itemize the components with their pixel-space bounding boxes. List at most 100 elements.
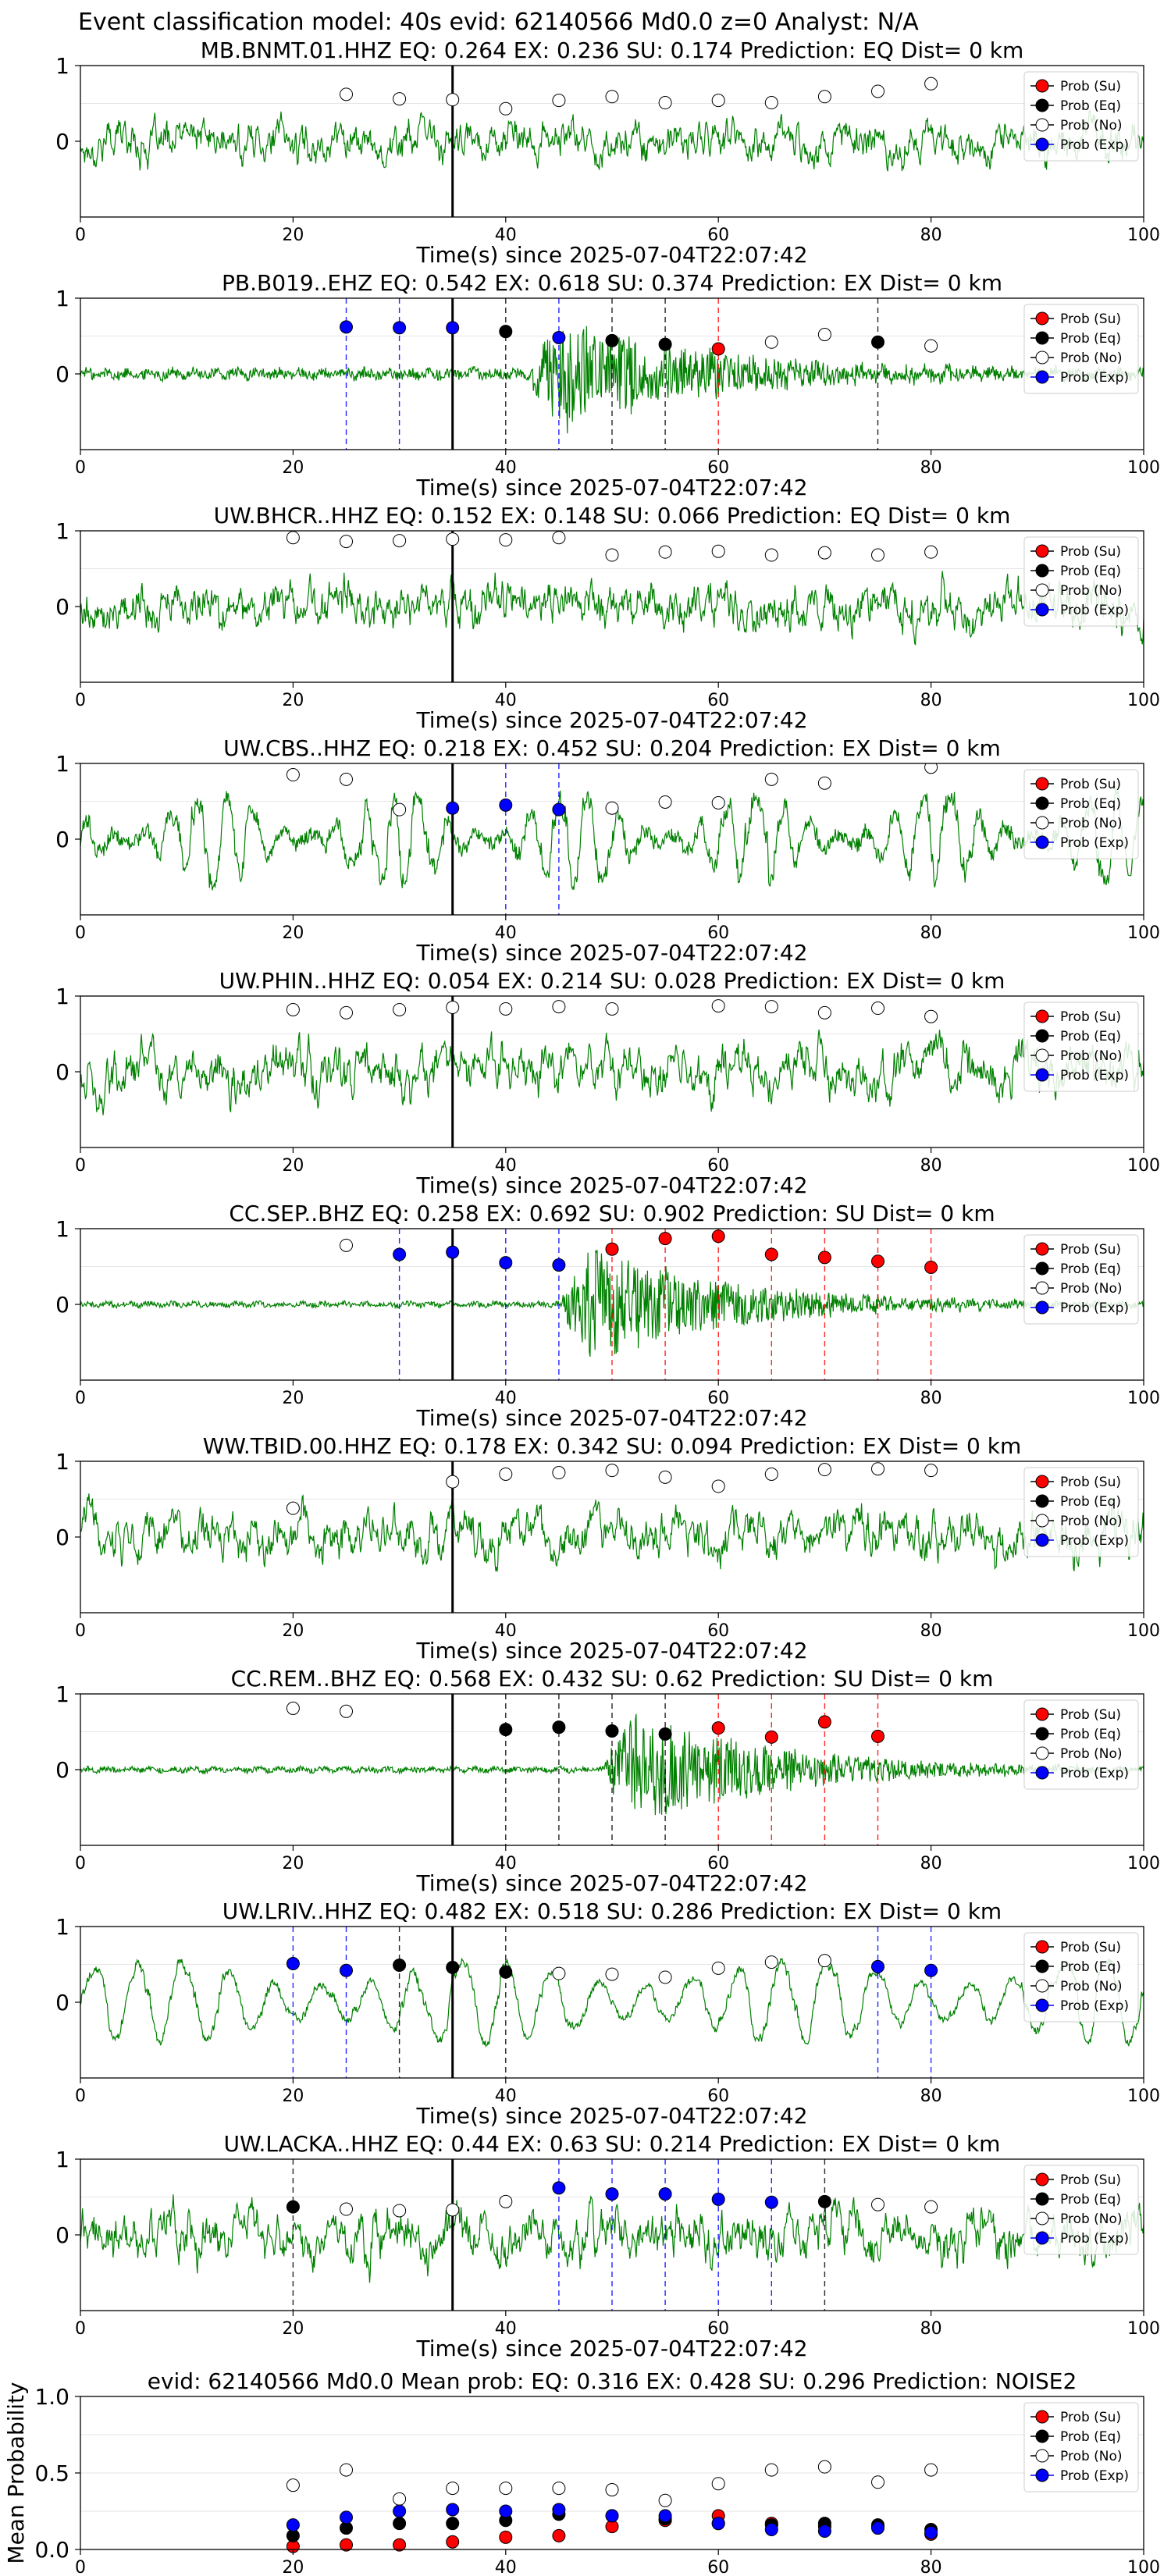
legend-label: Prob (Eq) xyxy=(1060,331,1121,347)
prob-point xyxy=(764,1000,778,1014)
legend-item: Prob (Exp) xyxy=(1030,370,1129,386)
prob-point xyxy=(871,1462,884,1476)
waveform-trace xyxy=(80,1249,1144,1357)
x-axis-label: Time(s) since 2025-07-04T22:07:42 xyxy=(415,1638,807,1663)
legend: Prob (Su) Prob (Eq) Prob (No) Prob (Exp) xyxy=(1023,536,1139,627)
prob-point xyxy=(446,1001,460,1015)
y-tick-label: 1 xyxy=(55,1449,69,1475)
y-tick-label: 0 xyxy=(55,1990,69,2016)
station-panel: UW.LRIV..HHZ EQ: 0.482 EX: 0.518 SU: 0.2… xyxy=(55,1898,1160,2129)
legend-label: Prob (Su) xyxy=(1060,1707,1121,1723)
x-tick-label: 40 xyxy=(495,1389,517,1408)
legend-label: Prob (No) xyxy=(1060,583,1123,599)
y-tick-label: 0 xyxy=(55,2222,69,2248)
x-tick-label: 80 xyxy=(920,1854,942,1873)
legend-label: Prob (Su) xyxy=(1060,2410,1121,2425)
prob-point xyxy=(393,1002,407,1016)
mean-prob-point xyxy=(340,2510,353,2524)
y-tick-label: 0.5 xyxy=(34,2460,69,2486)
prob-point xyxy=(711,795,725,809)
prob-point xyxy=(446,321,460,335)
prob-point xyxy=(658,1470,672,1484)
legend-item: Prob (Eq) xyxy=(1030,564,1121,579)
legend-marker xyxy=(1035,1998,1049,2012)
station-panel: CC.SEP..BHZ EQ: 0.258 EX: 0.692 SU: 0.90… xyxy=(55,1201,1160,1431)
y-tick-label: 0 xyxy=(55,1757,69,1783)
prob-point xyxy=(924,763,938,774)
x-tick-label: 80 xyxy=(920,2319,942,2339)
legend-item: Prob (Su) xyxy=(1030,311,1121,327)
panel-title: UW.LACKA..HHZ EQ: 0.44 EX: 0.63 SU: 0.21… xyxy=(224,2131,1001,2157)
legend-item: Prob (Eq) xyxy=(1030,98,1121,114)
plot-area xyxy=(80,298,1144,450)
x-tick-label: 20 xyxy=(282,226,304,245)
mean-prob-point xyxy=(552,2503,566,2517)
x-tick-label: 60 xyxy=(707,226,729,245)
mean-prob-point xyxy=(605,2509,619,2523)
prob-point xyxy=(446,1960,460,1974)
legend: Prob (Su) Prob (Eq) Prob (No) Prob (Exp) xyxy=(1023,769,1139,859)
x-tick-label: 40 xyxy=(495,691,517,710)
legend-label: Prob (No) xyxy=(1060,1281,1123,1297)
y-tick-label: 1 xyxy=(55,984,69,1009)
legend-marker xyxy=(1035,1009,1049,1023)
legend-label: Prob (Exp) xyxy=(1060,1068,1129,1083)
prob-point xyxy=(499,101,513,116)
plot-area xyxy=(80,1229,1144,1380)
mean-prob-point xyxy=(499,2504,513,2518)
legend-marker xyxy=(1035,79,1049,93)
prob-point xyxy=(499,2194,513,2208)
waveform-trace xyxy=(80,1957,1144,2048)
legend: Prob (Su) Prob (Eq) Prob (No) Prob (Exp) xyxy=(1023,1002,1139,1092)
x-tick-label: 80 xyxy=(920,1621,942,1641)
prob-point xyxy=(605,548,619,562)
axes-frame xyxy=(80,995,1144,1148)
prob-point xyxy=(393,321,407,335)
legend-item: Prob (Su) xyxy=(1030,1009,1121,1025)
prob-point xyxy=(658,2187,672,2201)
legend-marker xyxy=(1035,1242,1049,1256)
station-panel: UW.CBS..HHZ EQ: 0.218 EX: 0.452 SU: 0.20… xyxy=(55,735,1160,966)
mean-prob-point xyxy=(499,2482,513,2496)
legend-label: Prob (Eq) xyxy=(1060,1261,1121,1277)
legend-label: Prob (Eq) xyxy=(1060,1029,1121,1044)
legend-marker xyxy=(1035,118,1049,132)
summary-panel: evid: 62140566 Md0.0 Mean prob: EQ: 0.31… xyxy=(3,2368,1160,2576)
legend-box xyxy=(1023,2165,1139,2255)
mean-prob-point xyxy=(711,2517,725,2531)
mean-prob-point xyxy=(393,2517,407,2531)
mean-prob-point xyxy=(605,2483,619,2497)
prob-point xyxy=(817,1715,831,1729)
prob-point xyxy=(711,544,725,558)
panel-title: CC.SEP..BHZ EQ: 0.258 EX: 0.692 SU: 0.90… xyxy=(229,1201,995,1226)
x-axis-label: Time(s) since 2025-07-04T22:07:42 xyxy=(415,1870,807,1896)
prob-point xyxy=(499,325,513,339)
legend-marker xyxy=(1035,98,1049,112)
mean-prob-point xyxy=(552,2528,566,2542)
mean-prob-point xyxy=(446,2517,460,2531)
prob-point xyxy=(764,1467,778,1481)
legend-marker xyxy=(1035,1727,1049,1741)
prob-point xyxy=(924,339,938,353)
x-tick-label: 0 xyxy=(75,923,86,943)
prob-point xyxy=(393,1247,407,1261)
prob-point xyxy=(340,535,353,549)
legend-marker xyxy=(1035,1959,1049,1973)
mean-prob-point xyxy=(446,2503,460,2517)
legend-item: Prob (Su) xyxy=(1030,1707,1121,1723)
legend-marker xyxy=(1035,2172,1049,2186)
panel-title: UW.LRIV..HHZ EQ: 0.482 EX: 0.518 SU: 0.2… xyxy=(222,1898,1002,1924)
legend-label: Prob (Eq) xyxy=(1060,564,1121,579)
legend-marker xyxy=(1035,137,1049,151)
y-tick-label: 0 xyxy=(55,1292,69,1318)
mean-prob-point xyxy=(340,2463,353,2477)
x-tick-label: 40 xyxy=(495,458,517,478)
prob-point xyxy=(658,337,672,351)
prob-point xyxy=(286,1701,300,1715)
plot-area xyxy=(80,1927,1144,2078)
x-tick-label: 100 xyxy=(1127,2319,1160,2339)
mean-prob-point xyxy=(340,2538,353,2552)
legend-item: Prob (Su) xyxy=(1030,2172,1121,2188)
legend-label: Prob (Su) xyxy=(1060,2172,1121,2188)
legend-label: Prob (No) xyxy=(1060,350,1123,366)
